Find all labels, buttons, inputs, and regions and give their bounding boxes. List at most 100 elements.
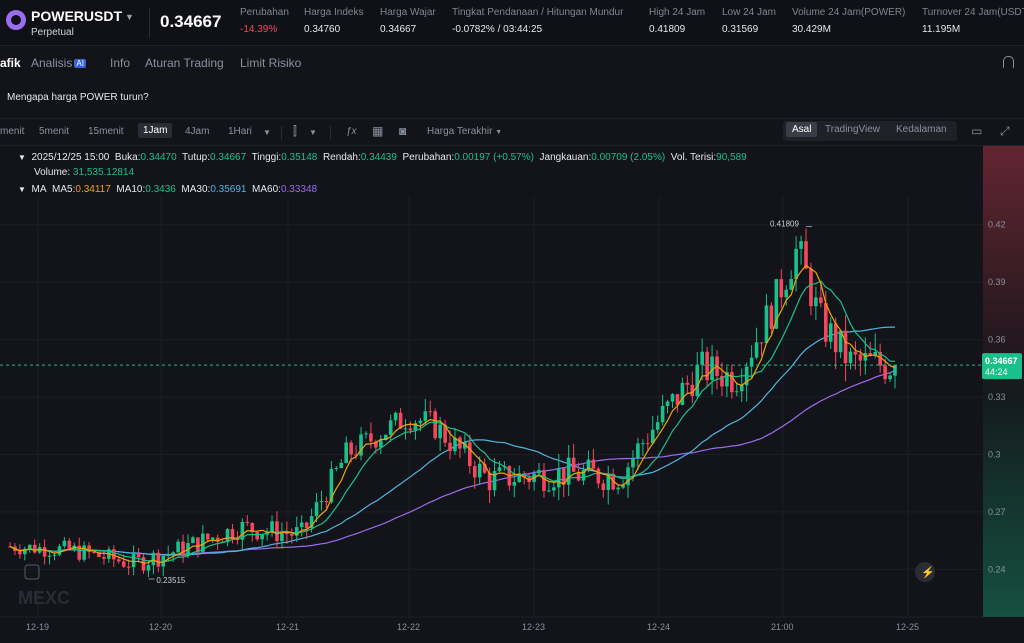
calendar-icon[interactable] [24,564,40,580]
stat-label: Perubahan [240,7,289,18]
candle-type-icon[interactable]: ⫿ [293,124,297,138]
bell-icon[interactable] [1003,56,1014,68]
candle-body [136,554,141,558]
collapse-chevron-icon[interactable]: ▼ [18,185,26,194]
candle-body [453,437,457,452]
chevron-down-icon[interactable]: ▼ [125,12,134,22]
low-marker-label: 0.23515 [156,576,185,585]
interval-1m[interactable]: menit [0,126,25,137]
ma30-line [9,326,895,556]
candle-body [779,279,784,298]
candle-body [596,468,601,484]
time-tick-label: 12-20 [149,622,172,632]
price-drop-question[interactable]: Mengapa harga POWER turun? [7,92,149,103]
interval-1h[interactable]: 1Jam [138,123,173,138]
ma60-path [9,370,896,556]
low-label: Rendah: [322,152,361,163]
candle-body [77,545,82,560]
chart-toolbar: menit 5menit 15menit 1Jam 4Jam 1Hari ▼ ⫿… [0,118,1024,146]
ma60-value: 0.33348 [280,184,318,195]
symbol-name[interactable]: POWERUSDT [31,8,122,24]
candle-body [215,537,220,542]
candle-body [655,422,660,430]
candle-body [196,537,200,553]
candle-body [636,443,640,459]
price-type-select[interactable]: Harga Terakhir ▼ [427,126,502,137]
candle-body [695,364,700,396]
stat-label: Harga Wajar [380,7,436,18]
candle-body [354,454,358,456]
candle-body [403,428,408,430]
candle-body [621,485,625,488]
open-value: 0.34470 [140,152,177,163]
mexc-watermark: MEXC [18,588,70,608]
tab-risk-limit[interactable]: Limit Risiko [240,56,302,70]
candle-body [774,279,779,329]
camera-icon[interactable]: ◙ [399,124,407,138]
low-value: 0.34439 [360,152,397,163]
view-depth[interactable]: Kedalaman [896,124,947,135]
flash-button[interactable] [915,562,935,582]
candle-body [329,468,334,503]
more-intervals-chevron-icon[interactable]: ▼ [263,128,271,137]
interval-5m[interactable]: 5menit [39,126,70,137]
candle-body [690,384,695,396]
close-label: Tutup: [182,152,211,163]
chevron-down-icon[interactable]: ▼ [309,128,317,137]
stat-value: 0.34760 [304,24,341,35]
candle-body [280,532,284,542]
view-original[interactable]: Asal [786,122,818,137]
candle-body [873,352,878,356]
candle-body [408,428,413,431]
candle-body [290,534,294,536]
candle-body [561,468,566,485]
open-label: Buka: [114,152,141,163]
time-tick-label: 21:00 [771,622,794,632]
candle-body [92,551,96,553]
time-tick-label: 12-19 [26,622,49,632]
candle-body [151,552,156,566]
candle-body [819,297,823,304]
ma-label: MA [31,184,47,195]
stat-label: Tingkat Pendanaan / Hitungan Mundur [452,7,624,18]
volume-label: Volume: [34,167,71,178]
stat-value: 11.195M [922,24,961,35]
tab-info[interactable]: Info [110,56,131,70]
candle-body [32,544,37,553]
tab-chart[interactable]: afik [0,56,21,70]
candle-body [631,458,635,468]
candle-body [201,533,205,553]
candle-body [739,385,744,392]
candle-body [359,434,363,456]
candle-body [650,429,655,444]
candle-body [472,466,477,478]
price-tick-label: 0.36 [988,335,1006,345]
tab-analysis[interactable]: Analisis AI [31,56,86,70]
interval-1d[interactable]: 1Hari [228,126,252,137]
view-tradingview[interactable]: TradingView [825,124,881,135]
candle-body [18,551,22,555]
volume-value: 31,535.12814 [72,167,135,178]
lightning-icon: ⚡ [921,566,935,579]
candle-body [764,305,769,344]
interval-15m[interactable]: 15menit [88,126,124,137]
candle-body [181,541,185,556]
tab-trading-rules[interactable]: Aturan Trading [145,56,224,70]
candle-body [369,433,373,442]
collapse-chevron-icon[interactable]: ▼ [18,153,26,162]
window-icon[interactable]: ▭ [971,124,983,138]
fullscreen-icon[interactable]: ⤢ [1000,124,1010,138]
time-tick-label: 12-24 [647,622,670,632]
interval-4h[interactable]: 4Jam [185,126,210,137]
price-type-label: Harga Terakhir [427,126,493,137]
range-label: Jangkauan: [539,152,592,163]
stat-value: -0.0782% / 03:44:25 [452,24,543,35]
candle-body [512,482,517,486]
candle-body [660,405,665,423]
candlestick-chart[interactable]: MEXC 0.420.390.360.330.30.270.24 12-19 12… [0,146,1024,643]
candle-body [843,330,848,364]
layout-grid-icon[interactable]: ▦ [372,124,384,138]
candle-body [517,473,522,483]
candle-body [171,552,175,555]
indicator-fx-icon[interactable]: ƒx [346,126,357,137]
